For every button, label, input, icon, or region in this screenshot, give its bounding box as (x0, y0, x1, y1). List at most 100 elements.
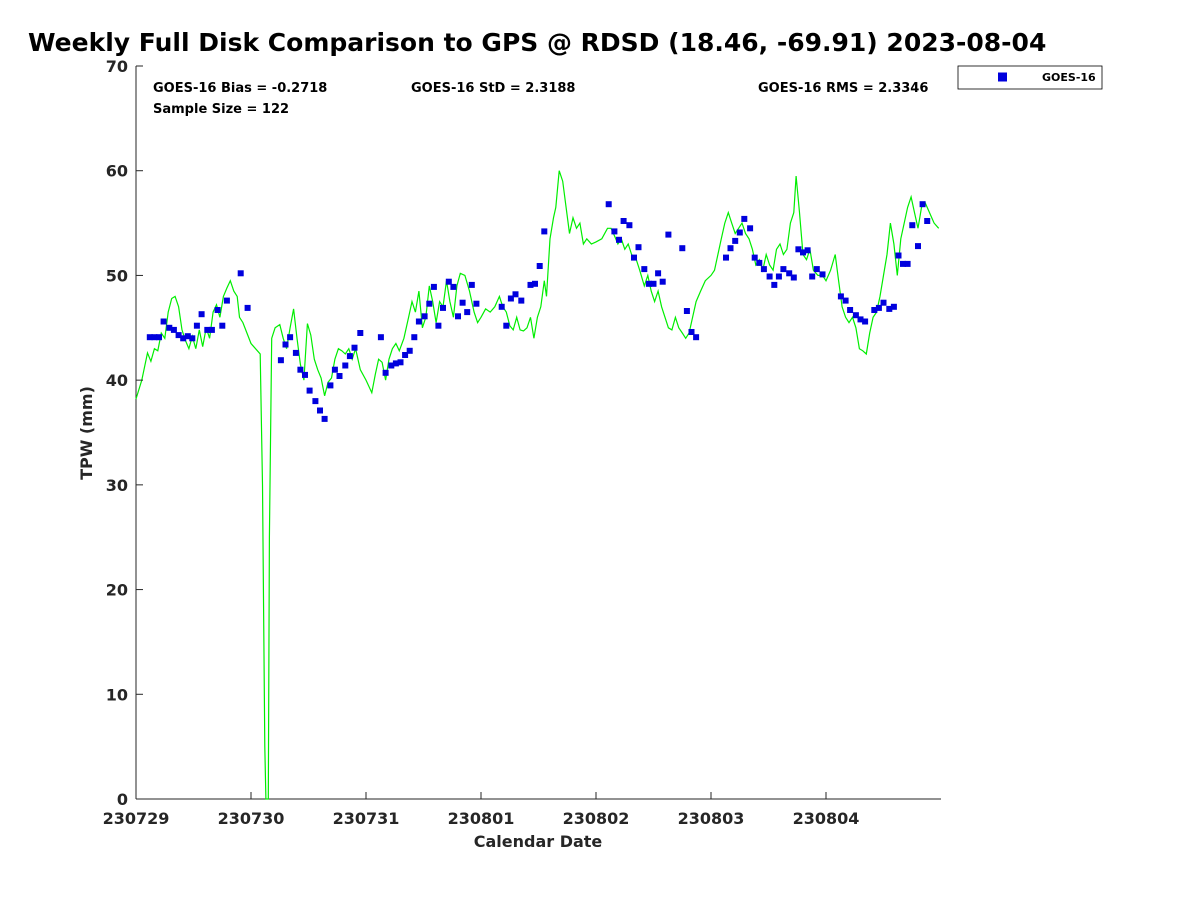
goes16-point (631, 254, 637, 261)
goes16-point (402, 352, 409, 358)
goes16-point (527, 281, 534, 288)
goes16-point (166, 324, 173, 331)
goes16-point (915, 243, 921, 250)
goes16-point (809, 273, 816, 280)
goes16-point (605, 201, 612, 208)
goes16-point (180, 335, 187, 342)
goes16-point (655, 270, 662, 277)
goes16-point (919, 201, 926, 208)
goes16-point (198, 311, 205, 318)
goes16-point (775, 273, 782, 280)
goes16-point (277, 357, 284, 364)
goes16-point (219, 322, 226, 329)
legend-marker-goes16 (998, 72, 1007, 82)
goes16-point (693, 334, 700, 341)
goes16-point (895, 252, 902, 259)
goes16-point (498, 303, 505, 310)
goes16-points-layer (146, 201, 931, 422)
goes16-point (518, 297, 525, 304)
goes16-point (857, 316, 864, 323)
goes16-point (464, 309, 471, 316)
goes16-point (357, 330, 364, 336)
y-axis-label: TPW (mm) (77, 386, 96, 480)
goes16-point (886, 305, 893, 312)
goes16-point (741, 215, 748, 222)
goes16-point (751, 254, 758, 261)
rms-stat: GOES-16 RMS = 2.3346 (758, 81, 928, 96)
goes16-point (397, 359, 404, 366)
x-tick-label: 230803 (678, 809, 745, 828)
goes16-point (532, 280, 538, 287)
goes16-point (317, 407, 323, 414)
goes16-point (786, 270, 793, 277)
goes16-point (214, 307, 221, 313)
axes-layer (135, 66, 941, 800)
sample-size-stat: Sample Size = 122 (153, 102, 289, 117)
y-tick-label: 20 (106, 581, 128, 600)
goes16-point (388, 362, 395, 369)
goes16-point (611, 228, 618, 235)
goes16-point (421, 313, 428, 320)
goes16-point (151, 334, 158, 341)
goes16-point (435, 322, 442, 329)
goes16-point (909, 222, 916, 229)
legend: GOES-16 (957, 65, 1103, 90)
goes16-point (193, 322, 200, 329)
goes16-point (780, 266, 787, 273)
goes16-point (904, 260, 911, 267)
y-tick-label: 10 (106, 685, 128, 704)
goes16-point (766, 273, 773, 280)
goes16-point (847, 307, 854, 313)
goes16-point (459, 299, 466, 306)
goes16-point (336, 373, 343, 379)
y-tick-label: 70 (106, 57, 128, 76)
goes16-point (837, 293, 844, 300)
goes16-point (852, 312, 859, 319)
goes16-point (160, 318, 167, 325)
goes16-point (450, 283, 457, 290)
goes16-point (208, 326, 215, 333)
goes16-point (292, 349, 299, 356)
y-tick-label: 0 (117, 790, 128, 809)
goes16-point (382, 369, 389, 376)
x-tick-label: 230730 (218, 809, 285, 828)
goes16-point (813, 266, 820, 273)
goes16-point (351, 344, 358, 351)
goes16-point (890, 303, 897, 310)
goes16-point (641, 266, 648, 273)
goes16-point (723, 254, 729, 261)
goes16-point (756, 259, 763, 266)
goes16-point (377, 334, 384, 341)
legend-label-goes16: GOES-16 (1042, 71, 1096, 84)
goes16-point (842, 297, 849, 304)
goes16-point (665, 231, 672, 238)
goes16-point (760, 266, 767, 273)
goes16-point (683, 308, 690, 314)
ticks-layer: 0 10 20 30 40 50 60 70 230729 230730 230731 230801 2… (103, 57, 860, 828)
chart-title: Weekly Full Disk Comparison to GPS @ RDS… (28, 28, 1047, 57)
goes16-point (445, 278, 452, 285)
legend-box (957, 65, 1103, 90)
goes16-point (473, 300, 480, 307)
goes16-point (679, 245, 686, 252)
goes16-point (871, 307, 878, 313)
goes16-point (455, 313, 461, 320)
x-axis-label: Calendar Date (474, 832, 603, 851)
goes16-point (736, 229, 743, 236)
goes16-point (223, 297, 230, 304)
x-tick-label: 230801 (448, 809, 515, 828)
goes16-point (626, 222, 633, 229)
goes16-point (900, 260, 906, 267)
goes16-point (392, 360, 399, 367)
goes16-point (924, 218, 931, 224)
goes16-point (170, 326, 177, 333)
goes16-point (327, 382, 334, 389)
std-stat: GOES-16 StD = 2.3188 (411, 81, 575, 96)
goes16-point (244, 304, 251, 311)
x-tick-label: 230802 (563, 809, 630, 828)
goes16-point (468, 281, 475, 288)
goes16-point (880, 299, 887, 306)
goes16-point (237, 270, 244, 277)
goes16-point (507, 295, 514, 302)
goes16-point (650, 280, 657, 287)
